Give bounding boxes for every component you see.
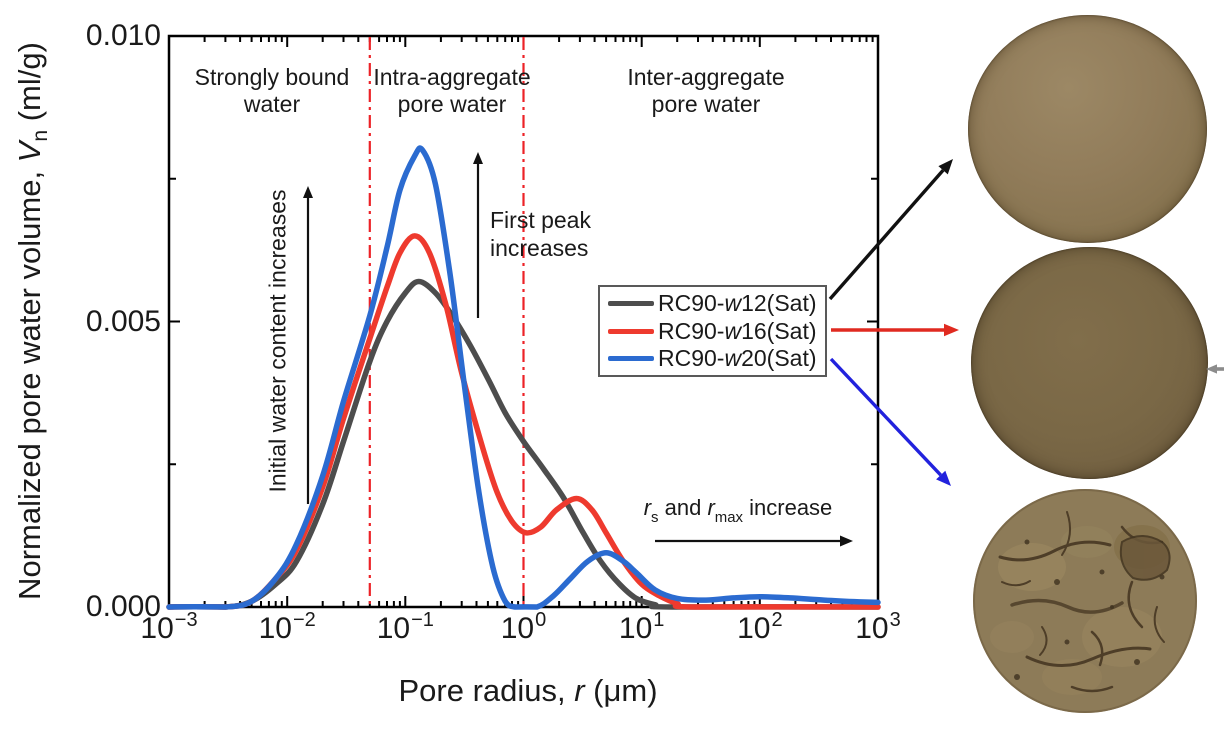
initial-water-content-label: Initial water content increases xyxy=(264,189,291,493)
sample-photo-w20 xyxy=(972,487,1198,715)
first-peak-arrow-head xyxy=(473,152,483,164)
legend-swatch xyxy=(608,328,654,334)
series-curve-RC90-w20(Sat) xyxy=(166,145,881,610)
cracked-soil-texture xyxy=(973,489,1197,713)
y-tick-label: 0.010 xyxy=(85,19,161,52)
initial-water-arrow-head xyxy=(303,186,313,198)
region-label-strongly-bound-water: Strongly bound water xyxy=(194,64,350,117)
legend: RC90-w12(Sat) RC90-w16(Sat) RC90-w20(Sat) xyxy=(598,285,827,377)
legend-swatch xyxy=(608,356,654,362)
legend-entry: RC90-w20(Sat) xyxy=(600,347,825,370)
legend-to-w16-photo-arrow-head xyxy=(944,323,959,337)
x-tick-label: 10−2 xyxy=(258,609,316,645)
series-curve-RC90-w12(Sat) xyxy=(166,278,881,610)
sample-photo-w16 xyxy=(971,247,1208,479)
x-tick-label: 102 xyxy=(737,609,783,645)
y-axis-title: Normalized pore water volume, Vn (ml/g) xyxy=(12,42,52,600)
rs-rmax-increase-label: rs and rmax increase xyxy=(643,495,833,526)
y-tick-label: 0.005 xyxy=(85,304,161,338)
legend-entry: RC90-w12(Sat) xyxy=(600,289,825,316)
y-tick-label: 0.000 xyxy=(85,590,161,623)
x-tick-label: 100 xyxy=(500,609,547,645)
legend-label: RC90-w16(Sat) xyxy=(658,317,817,344)
sample-photo-w12 xyxy=(968,15,1207,243)
legend-to-w20-photo-arrow xyxy=(829,357,942,477)
x-tick-label: 103 xyxy=(855,609,901,645)
legend-to-w12-photo-arrow xyxy=(828,169,945,301)
first-peak-increases-label: First peak increases xyxy=(490,207,591,261)
legend-to-w20-photo-arrow-head xyxy=(936,470,951,486)
series-curve-RC90-w16(Sat) xyxy=(166,233,881,610)
legend-label: RC90-w12(Sat) xyxy=(658,289,817,316)
x-tick-label: 10−3 xyxy=(140,609,198,645)
legend-label: RC90-w20(Sat) xyxy=(658,345,817,372)
x-axis-title: Pore radius, r (μm) xyxy=(398,673,658,708)
region-label-inter-aggregate: Inter-aggregate pore water xyxy=(627,64,785,117)
side-left-arrow-head xyxy=(1206,364,1217,374)
rs-rmax-arrow-head xyxy=(840,535,853,547)
legend-entry: RC90-w16(Sat) xyxy=(600,317,825,344)
legend-swatch xyxy=(608,300,654,306)
x-tick-label: 10−1 xyxy=(376,609,434,645)
region-label-intra-aggregate: Intra-aggregate pore water xyxy=(373,64,531,117)
legend-to-w12-photo-arrow-head xyxy=(938,159,953,175)
x-tick-label: 101 xyxy=(618,609,665,645)
